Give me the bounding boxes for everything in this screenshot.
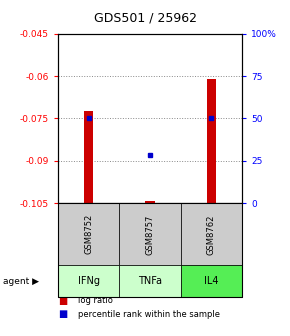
Text: ■: ■: [58, 296, 67, 306]
Text: GDS501 / 25962: GDS501 / 25962: [93, 12, 197, 25]
Text: GSM8757: GSM8757: [146, 214, 155, 255]
Bar: [146, 201, 155, 203]
Text: percentile rank within the sample: percentile rank within the sample: [78, 310, 220, 319]
Text: agent ▶: agent ▶: [3, 277, 39, 286]
Text: log ratio: log ratio: [78, 296, 113, 305]
Text: IL4: IL4: [204, 277, 219, 286]
Text: IFNg: IFNg: [78, 277, 100, 286]
Text: GSM8752: GSM8752: [84, 214, 93, 254]
Text: GSM8762: GSM8762: [207, 214, 216, 255]
Text: ■: ■: [58, 309, 67, 319]
Bar: [207, 79, 216, 203]
Text: TNFa: TNFa: [138, 277, 162, 286]
Bar: [84, 111, 93, 203]
